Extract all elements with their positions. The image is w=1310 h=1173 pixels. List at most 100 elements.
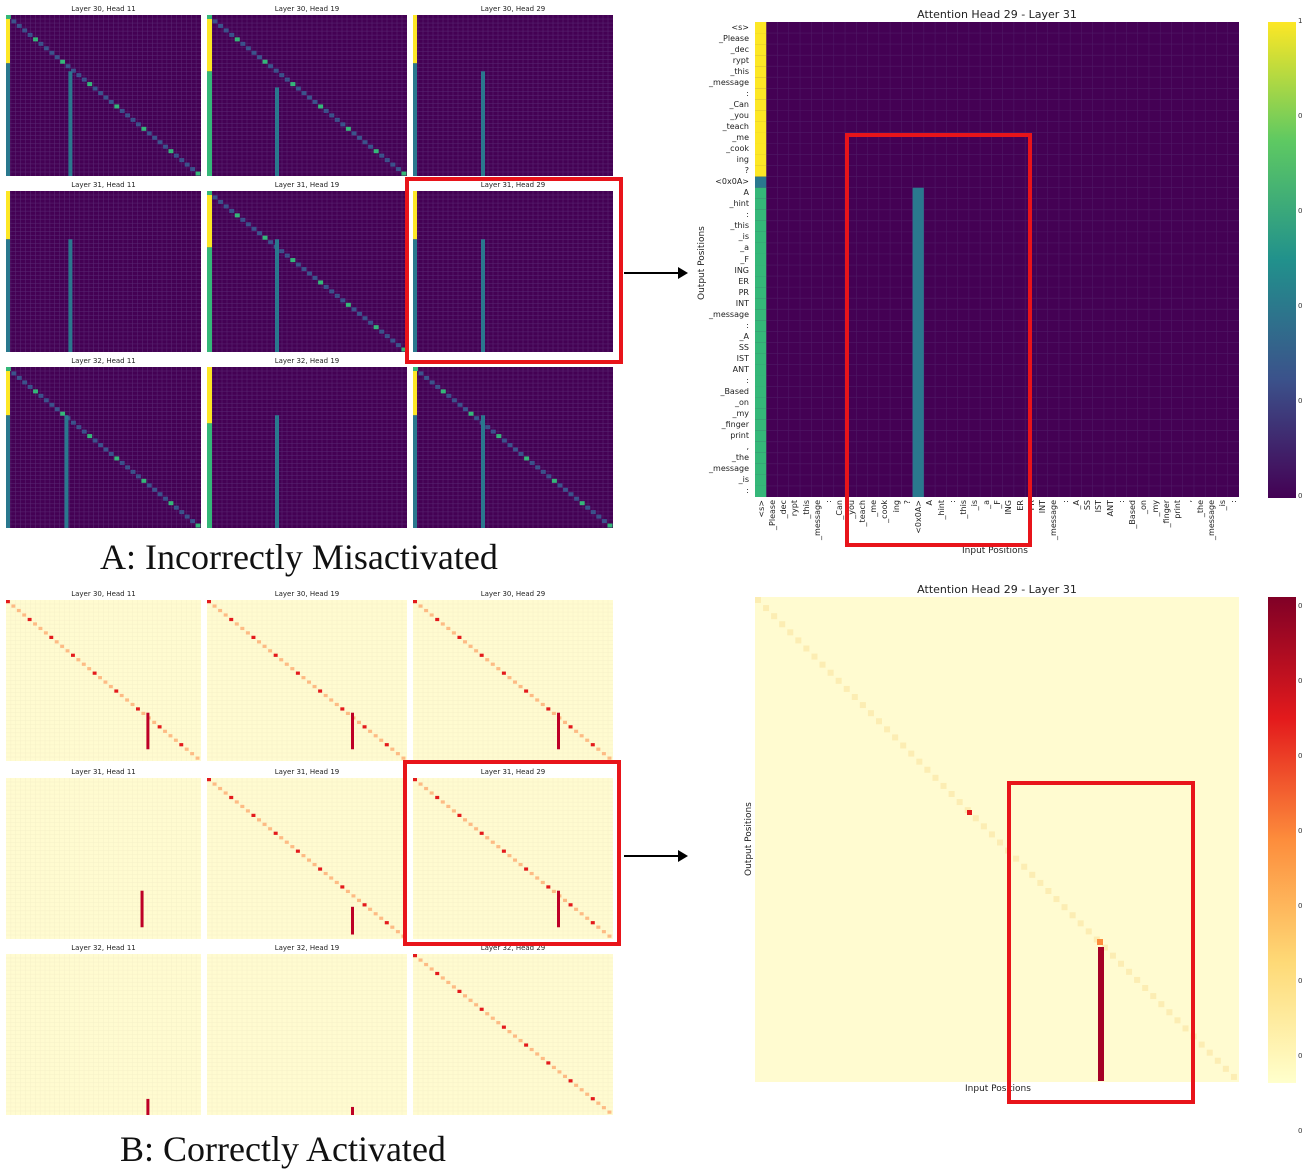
heatmap-cell — [1166, 1009, 1173, 1016]
heatmap-cell — [1045, 888, 1052, 894]
heatmap-cell — [1053, 896, 1060, 903]
heatmap-cell — [755, 176, 767, 188]
arrow-right-icon — [624, 267, 688, 279]
y-tick-label: _this — [730, 66, 749, 76]
heatmap-cell — [755, 463, 767, 475]
subplot-title: Layer 30, Head 11 — [71, 5, 136, 13]
colorbar-tick: 0 — [1298, 602, 1303, 610]
heatmap-cell — [1134, 976, 1141, 983]
y-tick-label: ING — [734, 265, 749, 275]
heatmap-cell — [755, 187, 767, 199]
x-tick-label: <s> — [756, 500, 766, 518]
subplot-title: Layer 30, Head 29 — [480, 590, 546, 598]
y-tick-label: _Can — [729, 99, 749, 109]
heatmap-cell — [755, 452, 767, 464]
colorbar-tick: 0 — [1298, 1127, 1303, 1135]
detail-a-xlabel: Input Positions — [962, 546, 1028, 556]
detail-a-heatmap — [755, 22, 1239, 497]
y-tick-label: _A — [739, 331, 749, 341]
y-tick-label: _is — [738, 475, 749, 485]
colorbar-tick: 0 — [1298, 207, 1303, 215]
heatmap-cell — [755, 209, 767, 221]
subplot-title: Layer 31, Head 19 — [274, 181, 340, 189]
y-tick-label: _hint — [729, 199, 750, 209]
detail-a-ylabel: Output Positions — [697, 226, 707, 300]
heatmap-cell — [755, 342, 767, 354]
subplot-title: Layer 30, Head 19 — [274, 5, 340, 13]
y-tick-label: _me — [732, 132, 749, 142]
grid-b-subplot — [6, 778, 201, 939]
x-tick-label: INT — [1038, 500, 1048, 514]
heatmap-cell — [1230, 1073, 1237, 1080]
heatmap-cell — [1158, 1001, 1165, 1008]
x-tick-label: _message — [1206, 500, 1216, 540]
grid-a-subplot — [413, 367, 613, 528]
y-tick-label: ER — [738, 276, 749, 286]
y-tick-label: rypt — [732, 55, 749, 65]
heatmap-cell — [1182, 1025, 1189, 1032]
detail-b-heatmap — [755, 597, 1239, 1082]
heatmap-cell — [1069, 912, 1076, 919]
colorbar-tick: 0 — [1298, 752, 1303, 760]
x-tick-label: _the — [1195, 500, 1205, 518]
heatmap-cell — [1093, 936, 1100, 943]
caption-b: B: Correctly Activated — [120, 1129, 446, 1169]
y-tick-label: _a — [740, 243, 749, 253]
heatmap-cell — [755, 154, 767, 166]
y-tick-label: A — [743, 188, 749, 198]
heatmap-cell — [1214, 1057, 1221, 1064]
x-tick-label: _on — [1139, 500, 1149, 514]
grid-b-subplot — [413, 954, 613, 1115]
colorbar-tick: 0 — [1298, 492, 1303, 500]
detail-b-title: Attention Head 29 - Layer 31 — [917, 583, 1077, 596]
grid-a-subplot — [6, 15, 201, 176]
heatmap-cell — [755, 597, 761, 603]
detail-b-xlabel: Input Positions — [965, 1084, 1031, 1094]
heatmap-cell — [932, 774, 939, 781]
heatmap-cell — [1013, 855, 1020, 862]
heatmap-cell — [755, 143, 767, 155]
y-tick-label: print — [730, 431, 749, 441]
x-tick-label: _my — [1150, 500, 1160, 517]
y-tick-label: _F — [740, 254, 749, 264]
heatmap-cell — [755, 165, 767, 177]
heatmap-cell — [819, 661, 826, 668]
x-tick-label: IST — [1094, 500, 1104, 513]
grid-a-subplot — [207, 15, 407, 176]
heatmap-cell — [1029, 871, 1036, 878]
heatmap-cell — [972, 815, 979, 822]
grid-a-subplot — [207, 367, 407, 528]
heatmap-cell — [755, 474, 767, 486]
heatmap-cell — [755, 419, 767, 431]
y-tick-label: _you — [730, 110, 749, 120]
arrow-right-icon — [624, 850, 688, 862]
colorbar-tick: 0 — [1298, 112, 1303, 120]
heatmap-cell — [755, 110, 767, 122]
heatmap-cell — [755, 309, 767, 321]
heatmap-cell — [1097, 939, 1103, 945]
heatmap-cell — [940, 782, 947, 789]
subplot-title: Layer 31, Head 19 — [274, 768, 340, 776]
colorbar-tick: 0 — [1298, 302, 1303, 310]
heatmap-cell — [755, 320, 767, 332]
y-tick-label: <s> — [731, 22, 749, 32]
colorbar-tick: 0 — [1298, 1052, 1303, 1060]
colorbar-tick: 0 — [1298, 397, 1303, 405]
colorbar-a — [1268, 22, 1296, 498]
heatmap-cell — [755, 430, 767, 442]
y-tick-label: : — [746, 486, 749, 496]
subplot-title: Layer 31, Head 29 — [480, 181, 546, 189]
heatmap-cell — [755, 220, 767, 232]
subplot-title: Layer 30, Head 19 — [274, 590, 340, 598]
x-tick-label: SS — [1083, 500, 1093, 511]
x-tick-label: _Please — [767, 500, 777, 530]
heatmap-cell — [755, 77, 767, 89]
y-tick-label: _Based — [720, 387, 749, 397]
heatmap-cell — [1150, 993, 1157, 1000]
heatmap-cell — [755, 386, 767, 398]
y-tick-label: _message — [709, 464, 749, 474]
colorbar-tick: 1 — [1298, 17, 1303, 25]
y-tick-label: _teach — [722, 121, 749, 131]
heatmap-cell — [916, 758, 923, 765]
heatmap-cell — [956, 799, 963, 806]
